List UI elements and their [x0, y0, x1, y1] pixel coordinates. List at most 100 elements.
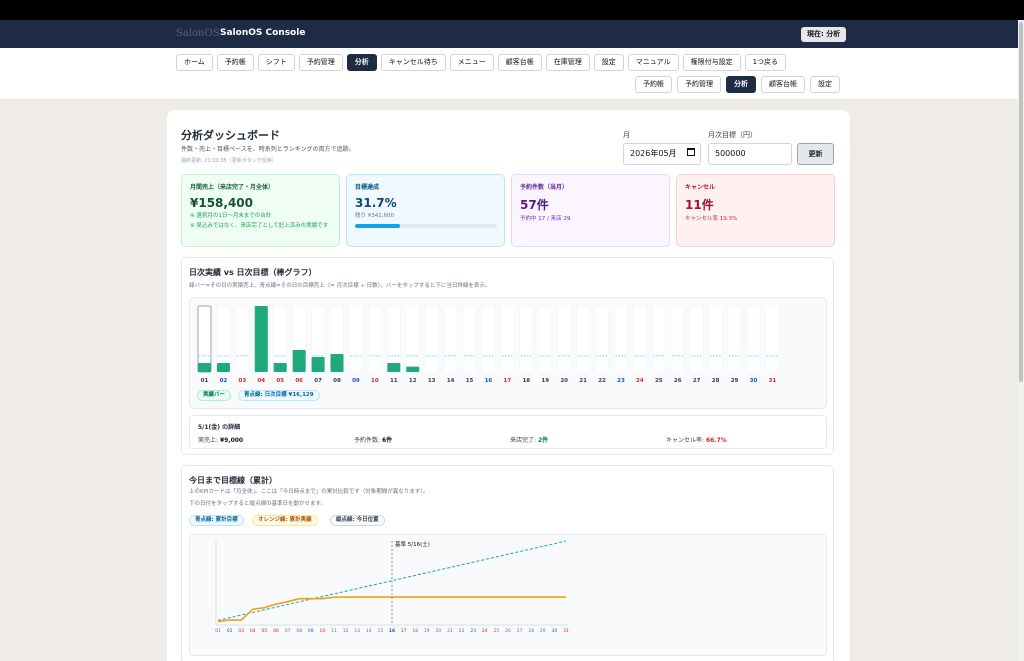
bar-tick-29[interactable]: 29	[731, 378, 739, 384]
bar-tick-27[interactable]: 27	[693, 378, 701, 384]
cum-tick-24[interactable]: 24	[482, 628, 488, 634]
cum-tick-15[interactable]: 15	[378, 628, 384, 634]
cum-tick-13[interactable]: 13	[354, 628, 360, 634]
cum-tick-11[interactable]: 11	[331, 628, 337, 634]
bar-slot-05[interactable]	[273, 305, 288, 373]
cum-tick-06[interactable]: 06	[273, 628, 279, 634]
bar-slot-31[interactable]	[765, 305, 780, 373]
cum-tick-05[interactable]: 05	[262, 628, 268, 634]
cum-tick-14[interactable]: 14	[366, 628, 372, 634]
nav-primary-6[interactable]: メニュー	[449, 54, 494, 71]
bar-tick-25[interactable]: 25	[655, 378, 663, 384]
bar-01[interactable]	[198, 363, 211, 372]
cum-tick-08[interactable]: 08	[296, 628, 302, 634]
cum-tick-02[interactable]: 02	[227, 628, 233, 634]
bar-tick-14[interactable]: 14	[447, 378, 455, 384]
bar-tick-23[interactable]: 23	[617, 378, 625, 384]
nav-primary-10[interactable]: マニュアル	[627, 54, 679, 71]
bar-tick-28[interactable]: 28	[712, 378, 720, 384]
bar-02[interactable]	[216, 363, 230, 372]
nav-primary-7[interactable]: 顧客台帳	[497, 54, 542, 71]
bar-06[interactable]	[292, 350, 306, 372]
bar-slot-27[interactable]	[689, 305, 704, 373]
bar-slot-22[interactable]	[595, 305, 609, 373]
bar-slot-14[interactable]	[443, 305, 458, 373]
cum-tick-30[interactable]: 30	[552, 628, 558, 634]
bar-tick-26[interactable]: 26	[674, 378, 682, 384]
bar-tick-15[interactable]: 15	[466, 378, 474, 384]
bar-slot-24[interactable]	[633, 305, 647, 373]
bar-slot-29[interactable]	[727, 305, 742, 373]
bar-slot-18[interactable]	[519, 305, 534, 373]
bar-tick-07[interactable]: 07	[314, 378, 322, 384]
bar-tick-13[interactable]: 13	[428, 378, 436, 384]
nav-primary-1[interactable]: 予約帳	[216, 54, 254, 71]
cum-tick-19[interactable]: 19	[424, 628, 430, 634]
nav-primary-4[interactable]: 分析	[346, 54, 377, 71]
cum-tick-28[interactable]: 28	[528, 628, 534, 634]
cum-tick-27[interactable]: 27	[517, 628, 523, 634]
cum-tick-10[interactable]: 10	[320, 628, 326, 634]
nav-secondary-0[interactable]: 予約帳	[635, 76, 672, 93]
bar-tick-01[interactable]: 01	[201, 378, 209, 384]
bar-slot-01[interactable]	[197, 305, 212, 373]
bar-tick-19[interactable]: 19	[541, 378, 549, 384]
cum-tick-12[interactable]: 12	[343, 628, 349, 634]
nav-primary-0[interactable]: ホーム	[176, 54, 213, 71]
bar-04[interactable]	[254, 306, 268, 372]
nav-primary-11[interactable]: 権限付与設定	[682, 54, 741, 71]
month-input[interactable]: 2026年05月	[623, 143, 701, 165]
bar-slot-21[interactable]	[576, 305, 590, 373]
bar-tick-16[interactable]: 16	[485, 378, 493, 384]
bar-tick-20[interactable]: 20	[560, 378, 568, 384]
nav-primary-9[interactable]: 設定	[593, 54, 624, 71]
bar-tick-08[interactable]: 08	[333, 378, 341, 384]
nav-primary-12[interactable]: 1つ戻る	[744, 54, 787, 71]
cum-tick-04[interactable]: 04	[250, 628, 256, 634]
nav-primary-3[interactable]: 予約管理	[298, 54, 343, 71]
bar-slot-30[interactable]	[746, 305, 761, 373]
cum-tick-01[interactable]: 01	[215, 628, 221, 634]
calendar-icon[interactable]	[687, 148, 695, 156]
bar-slot-09[interactable]	[349, 305, 363, 373]
cum-tick-22[interactable]: 22	[459, 628, 465, 634]
bar-tick-24[interactable]: 24	[636, 378, 644, 384]
nav-secondary-1[interactable]: 予約管理	[677, 76, 721, 93]
cum-tick-17[interactable]: 17	[401, 628, 407, 634]
cum-tick-07[interactable]: 07	[285, 628, 291, 634]
bar-tick-03[interactable]: 03	[239, 378, 247, 384]
cum-tick-16[interactable]: 16	[389, 628, 395, 634]
bar-08[interactable]	[330, 354, 344, 372]
bar-slot-16[interactable]	[481, 305, 496, 373]
bar-tick-09[interactable]: 09	[352, 378, 360, 384]
bar-tick-05[interactable]: 05	[276, 378, 284, 384]
bar-slot-19[interactable]	[538, 305, 553, 373]
bar-tick-31[interactable]: 31	[769, 378, 777, 384]
nav-primary-5[interactable]: キャンセル待ち	[380, 54, 446, 71]
cum-tick-03[interactable]: 03	[238, 628, 244, 634]
cum-tick-26[interactable]: 26	[505, 628, 511, 634]
bar-05[interactable]	[273, 363, 287, 372]
bar-slot-11[interactable]	[387, 305, 401, 373]
bar-tick-30[interactable]: 30	[750, 378, 758, 384]
bar-tick-11[interactable]: 11	[390, 378, 398, 384]
bar-tick-02[interactable]: 02	[220, 378, 228, 384]
cum-tick-20[interactable]: 20	[436, 628, 442, 634]
cum-tick-23[interactable]: 23	[470, 628, 476, 634]
cum-tick-09[interactable]: 09	[308, 628, 314, 634]
scrollbar-thumb[interactable]	[1019, 22, 1023, 382]
bar-tick-10[interactable]: 10	[371, 378, 379, 384]
bar-slot-10[interactable]	[368, 305, 382, 373]
bar-tick-12[interactable]: 12	[409, 378, 417, 384]
bar-tick-18[interactable]: 18	[522, 378, 530, 384]
bar-slot-12[interactable]	[405, 305, 420, 373]
bar-tick-06[interactable]: 06	[295, 378, 303, 384]
bar-slot-28[interactable]	[708, 305, 723, 373]
nav-secondary-4[interactable]: 設定	[810, 76, 840, 93]
bar-tick-21[interactable]: 21	[579, 378, 587, 384]
cum-tick-21[interactable]: 21	[447, 628, 453, 634]
bar-slot-02[interactable]	[216, 305, 231, 373]
nav-primary-2[interactable]: シフト	[257, 54, 295, 71]
bar-slot-17[interactable]	[500, 305, 515, 373]
bar-slot-26[interactable]	[670, 305, 685, 373]
